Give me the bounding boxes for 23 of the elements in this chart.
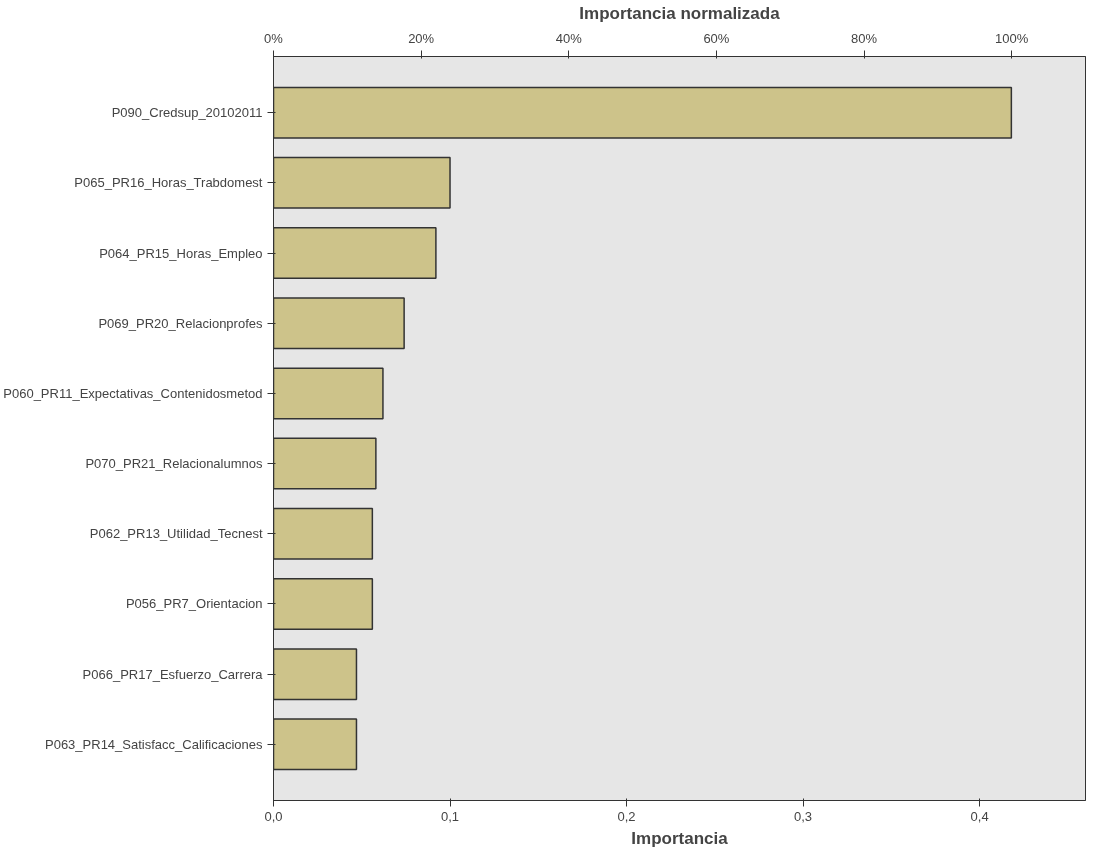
x-tick-label: 0,4: [970, 808, 989, 824]
y-tick-label: P066_PR17_Esfuerzo_Carrera: [82, 666, 264, 682]
y-tick-label: P070_PR21_Relacionalumnos: [85, 456, 263, 472]
x2-tick-label: 100%: [995, 30, 1029, 46]
y-tick-label: P063_PR14_Satisfacc_Calificaciones: [44, 736, 263, 752]
x2-axis-title: Importancia normalizada: [579, 3, 781, 23]
y-tick-label: P065_PR16_Horas_Trabdomest: [74, 175, 263, 191]
x-tick-label: 0,2: [617, 808, 636, 824]
y-tick-label: P060_PR11_Expectativas_Contenidosmetod: [3, 385, 263, 401]
x-tick-label: 0,0: [264, 808, 283, 824]
x-tick-label: 0,1: [440, 808, 460, 824]
x2-tick-label: 40%: [555, 30, 583, 46]
x2-tick-label: 0%: [264, 30, 284, 46]
x-tick-label: 0,3: [794, 808, 813, 824]
x2-tick-label: 60%: [703, 30, 730, 46]
y-tick-label: P062_PR13_Utilidad_Tecnest: [89, 526, 263, 542]
x2-tick-label: 20%: [408, 30, 435, 46]
y-tick-label: P090_Credsup_20102011: [111, 105, 263, 121]
y-tick-label: P069_PR20_Relacionprofes: [98, 315, 263, 331]
x2-tick-label: 80%: [851, 30, 878, 46]
y-tick-label: P064_PR15_Horas_Empleo: [99, 245, 263, 261]
x-axis-title: Importancia: [631, 828, 729, 848]
y-tick-label: P056_PR7_Orientacion: [125, 596, 263, 612]
